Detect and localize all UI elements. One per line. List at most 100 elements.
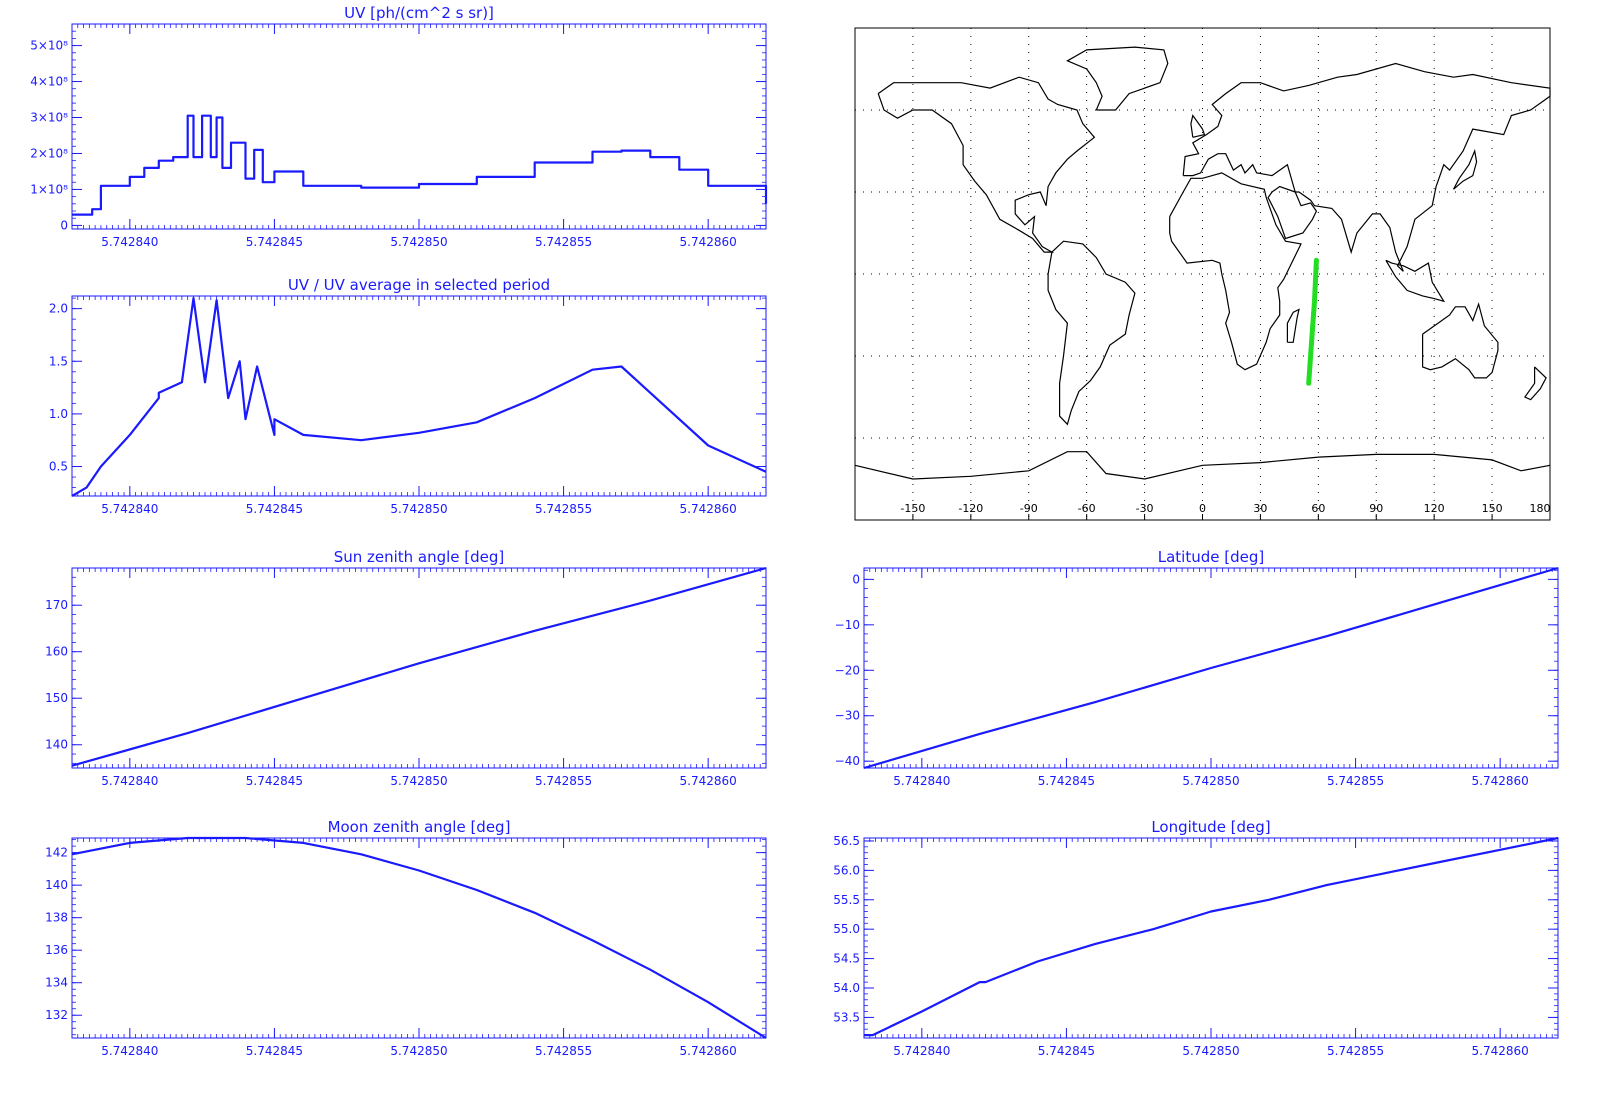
x-tick-label: 5.742840 xyxy=(101,1044,158,1058)
map-lon-label: 150 xyxy=(1482,502,1503,515)
y-tick-label: 4×10⁸ xyxy=(30,75,68,89)
chart-uv-ratio: UV / UV average in selected period 5.7428… xyxy=(49,276,767,516)
x-tick-label: 5.742850 xyxy=(390,235,447,249)
x-tick-label: 5.742845 xyxy=(1038,774,1095,788)
continent-south-america xyxy=(1047,240,1136,426)
x-tick-label: 5.742860 xyxy=(680,502,737,516)
continent-indonesia xyxy=(1385,259,1446,303)
y-tick-label: 55.0 xyxy=(833,922,860,936)
x-tick-label: 5.742855 xyxy=(1327,1044,1384,1058)
y-tick-label: 0.5 xyxy=(49,460,68,474)
chart-title: Sun zenith angle [deg] xyxy=(334,548,505,566)
x-tick-label: 5.742855 xyxy=(535,1044,592,1058)
continent-antarctica xyxy=(854,451,1551,480)
y-tick-label: 140 xyxy=(45,738,68,752)
map-frame xyxy=(854,27,1551,521)
y-tick-label: 5×10⁸ xyxy=(30,39,68,53)
y-tick-label: −10 xyxy=(835,618,860,632)
x-tick-label: 5.742850 xyxy=(1182,774,1239,788)
series-line xyxy=(71,566,767,767)
y-tick-label: 1.0 xyxy=(49,407,68,421)
x-tick-label: 5.742860 xyxy=(680,1044,737,1058)
plot-frame xyxy=(71,23,767,230)
y-tick-label: 170 xyxy=(45,598,68,612)
series-line xyxy=(71,297,767,497)
map-lon-label: 120 xyxy=(1424,502,1445,515)
plot-frame xyxy=(863,837,1559,1039)
y-tick-label: −20 xyxy=(835,663,860,677)
continent-madagascar xyxy=(1286,308,1300,343)
continent-north-america xyxy=(877,76,1096,253)
y-tick-label: 134 xyxy=(45,976,68,990)
chart-title: Latitude [deg] xyxy=(1158,548,1264,566)
x-tick-label: 5.742845 xyxy=(246,502,303,516)
chart-title: Longitude [deg] xyxy=(1151,818,1270,836)
x-tick-label: 5.742840 xyxy=(893,1044,950,1058)
map-lon-label: 30 xyxy=(1253,502,1267,515)
continent-australia xyxy=(1422,302,1499,379)
charts-layer: UV [ph/(cm^2 s sr)] 5.742840 5.742845 5.742… xyxy=(30,4,1559,1058)
plot-frame xyxy=(71,295,767,497)
map-lon-label: 90 xyxy=(1369,502,1383,515)
continent-new-zealand xyxy=(1523,366,1547,401)
y-tick-label: 56.5 xyxy=(833,834,860,848)
y-tick-label: 136 xyxy=(45,943,68,957)
y-tick-label: 0 xyxy=(852,572,860,586)
map-lon-label: -150 xyxy=(900,502,925,515)
map-lon-label: 60 xyxy=(1311,502,1325,515)
series-line xyxy=(863,566,1559,770)
x-tick-label: 5.742850 xyxy=(390,774,447,788)
x-tick-label: 5.742855 xyxy=(1327,774,1384,788)
continent-africa xyxy=(1169,172,1302,371)
x-tick-label: 5.742845 xyxy=(246,774,303,788)
series-line xyxy=(72,114,768,216)
y-tick-label: 53.5 xyxy=(833,1010,860,1024)
y-tick-label: 142 xyxy=(45,846,68,860)
map-lon-label: -90 xyxy=(1020,502,1038,515)
y-tick-label: 55.5 xyxy=(833,893,860,907)
x-tick-label: 5.742860 xyxy=(1472,774,1529,788)
chart-title: UV [ph/(cm^2 s sr)] xyxy=(344,4,494,22)
y-tick-label: 0 xyxy=(60,218,68,232)
y-tick-label: −40 xyxy=(835,754,860,768)
y-tick-label: 138 xyxy=(45,911,68,925)
continent-greenland xyxy=(1066,46,1169,111)
x-tick-label: 5.742855 xyxy=(535,235,592,249)
x-tick-label: 5.742840 xyxy=(101,774,158,788)
series-line xyxy=(71,836,767,1039)
x-tick-label: 5.742845 xyxy=(246,1044,303,1058)
y-tick-label: 1.5 xyxy=(49,354,68,368)
continent-japan xyxy=(1452,148,1478,190)
chart-sun-zenith: Sun zenith angle [deg] 5.742840 5.742845 5.… xyxy=(45,548,767,788)
map-lon-label: 0 xyxy=(1199,502,1206,515)
x-tick-label: 5.742860 xyxy=(1472,1044,1529,1058)
world-map-panel: -150 -120 -90 -60 -30 0 30 60 90 120 150 180 xyxy=(854,27,1551,521)
x-tick-label: 5.742855 xyxy=(535,774,592,788)
y-tick-label: 3×10⁸ xyxy=(30,111,68,125)
x-tick-label: 5.742855 xyxy=(535,502,592,516)
chart-title: Moon zenith angle [deg] xyxy=(328,818,511,836)
x-tick-label: 5.742845 xyxy=(246,235,303,249)
chart-moon-zenith: Moon zenith angle [deg] 5.742840 5.742845 5… xyxy=(45,818,767,1058)
map-lon-label: -120 xyxy=(958,502,983,515)
x-tick-label: 5.742860 xyxy=(680,235,737,249)
x-tick-label: 5.742850 xyxy=(390,502,447,516)
y-tick-label: 160 xyxy=(45,645,68,659)
plot-frame xyxy=(71,837,767,1039)
map-lon-label: 180 xyxy=(1530,502,1551,515)
x-tick-label: 5.742845 xyxy=(1038,1044,1095,1058)
y-tick-label: 1×10⁸ xyxy=(30,182,68,196)
chart-uv: UV [ph/(cm^2 s sr)] 5.742840 5.742845 5.742… xyxy=(30,4,768,249)
y-tick-label: 2×10⁸ xyxy=(30,146,68,160)
y-tick-label: 140 xyxy=(45,878,68,892)
x-tick-label: 5.742840 xyxy=(101,235,158,249)
chart-latitude: Latitude [deg] 5.742840 5.742845 5.742850 5.… xyxy=(835,548,1559,788)
chart-longitude: Longitude [deg] 5.742840 5.742845 5.742850 5… xyxy=(833,818,1559,1058)
continent-eurasia xyxy=(1182,62,1551,272)
map-lon-label: -60 xyxy=(1078,502,1096,515)
y-tick-label: 54.0 xyxy=(833,981,860,995)
y-tick-label: −30 xyxy=(835,709,860,723)
x-tick-label: 5.742850 xyxy=(1182,1044,1239,1058)
x-tick-label: 5.742840 xyxy=(101,502,158,516)
